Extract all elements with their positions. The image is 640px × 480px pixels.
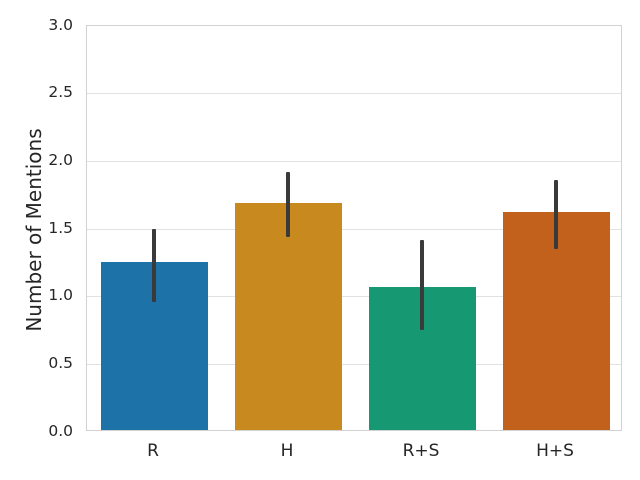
error-bar-H xyxy=(285,172,291,238)
grid-line xyxy=(87,296,621,298)
x-tick-label-R+S: R+S xyxy=(402,441,440,461)
x-tick-label-H+S: H+S xyxy=(536,441,574,461)
y-tick-label-0.0: 0.0 xyxy=(48,421,73,440)
y-tick-label-2.0: 2.0 xyxy=(48,150,73,169)
error-bar-R xyxy=(151,229,157,303)
y-tick-label-3.0: 3.0 xyxy=(48,15,73,34)
bar-H xyxy=(234,202,342,430)
grid-line xyxy=(87,228,621,230)
y-tick-label-0.5: 0.5 xyxy=(48,353,73,372)
plot-area xyxy=(86,25,622,431)
grid-line xyxy=(87,93,621,95)
error-bar-R+S xyxy=(419,239,425,331)
y-tick-label-1.5: 1.5 xyxy=(48,218,73,237)
x-tick-label-H: H xyxy=(280,441,294,461)
x-tick-label-R: R xyxy=(147,441,159,461)
grid-line xyxy=(87,160,621,163)
error-bar-H+S xyxy=(553,180,559,250)
y-tick-label-2.5: 2.5 xyxy=(48,83,73,102)
grid-line xyxy=(87,363,621,366)
y-tick-label-1.0: 1.0 xyxy=(48,286,73,305)
